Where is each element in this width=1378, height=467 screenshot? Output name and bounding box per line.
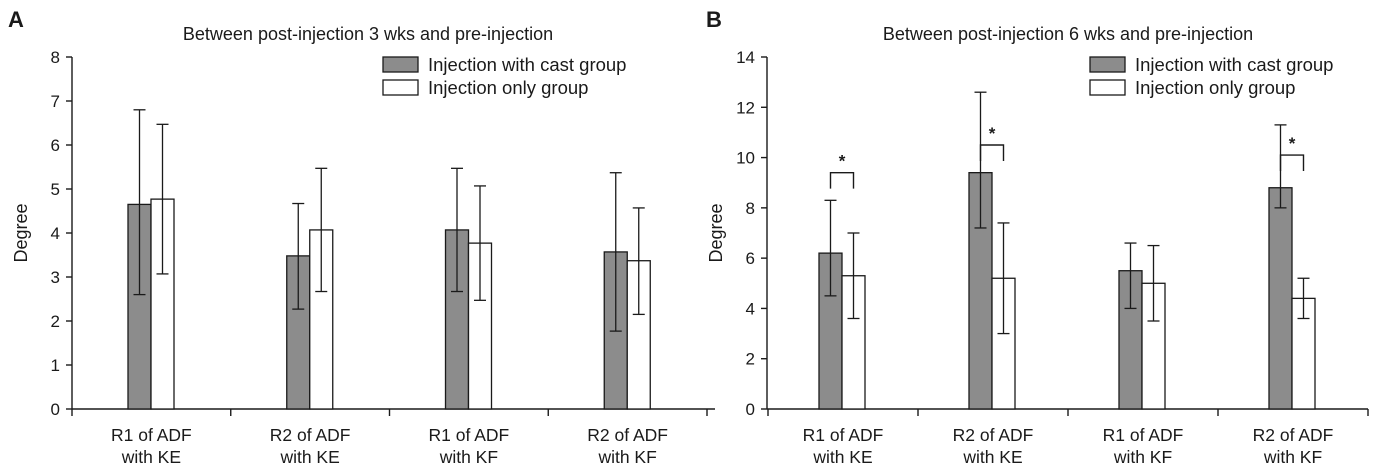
- legend-label: Injection only group: [1135, 77, 1295, 98]
- y-axis-label: Degree: [706, 203, 726, 262]
- legend-swatch-only: [382, 79, 419, 96]
- x-category-label: R2 of ADF with KF: [587, 425, 668, 467]
- significance-marker: *: [1289, 134, 1296, 153]
- y-axis-label: Degree: [11, 203, 31, 262]
- y-tick-label: 3: [51, 268, 60, 287]
- y-tick-label: 10: [736, 149, 755, 168]
- x-category-label: R1 of ADF with KE: [803, 425, 884, 467]
- y-tick-label: 1: [51, 356, 60, 375]
- x-category-label-line: R2 of ADF: [953, 425, 1034, 445]
- x-category-label-line: R2 of ADF: [270, 425, 351, 445]
- y-tick-label: 0: [51, 400, 60, 419]
- x-category-label: R2 of ADF with KF: [1253, 425, 1334, 467]
- x-category-label-line: with KE: [962, 447, 1022, 467]
- x-category-label-line: R1 of ADF: [429, 425, 510, 445]
- panel-letter: B: [706, 7, 722, 32]
- legend-swatch-cast: [382, 56, 419, 73]
- chart-panel-b: B Between post-injection 6 wks and pre-in…: [706, 7, 1369, 467]
- x-category-label: R2 of ADF with KE: [270, 425, 351, 467]
- significance-marker: *: [989, 124, 996, 143]
- x-category-label-line: R2 of ADF: [1253, 425, 1334, 445]
- y-tick-label: 4: [746, 299, 755, 318]
- chart-title: Between post-injection 3 wks and pre-inj…: [183, 24, 553, 44]
- x-category-label: R2 of ADF with KE: [953, 425, 1034, 467]
- x-category-label: R1 of ADF with KE: [111, 425, 192, 467]
- significance-bracket: [1279, 154, 1305, 172]
- x-category-label-line: R1 of ADF: [1103, 425, 1184, 445]
- panel-letter: A: [8, 7, 24, 32]
- y-tick-label: 0: [746, 400, 755, 419]
- y-tick-label: 2: [51, 312, 60, 331]
- y-tick-label: 5: [51, 180, 60, 199]
- legend-label: Injection with cast group: [1135, 54, 1333, 75]
- x-category-label-line: R2 of ADF: [587, 425, 668, 445]
- x-category-label-line: with KE: [279, 447, 339, 467]
- x-category-label-line: R1 of ADF: [803, 425, 884, 445]
- y-tick-label: 8: [51, 48, 60, 67]
- y-tick-label: 14: [736, 48, 755, 67]
- significance-marker: *: [839, 152, 846, 171]
- bar-cast: [1268, 187, 1293, 410]
- x-category-label: R1 of ADF with KF: [429, 425, 510, 467]
- x-category-label-line: with KF: [1263, 447, 1322, 467]
- y-tick-label: 6: [746, 249, 755, 268]
- y-tick-label: 7: [51, 92, 60, 111]
- x-category-label-line: R1 of ADF: [111, 425, 192, 445]
- significance-bracket: [829, 171, 855, 189]
- chart-panel-a: A Between post-injection 3 wks and pre-in…: [8, 7, 715, 467]
- y-tick-label: 6: [51, 136, 60, 155]
- significance-bracket: [979, 144, 1005, 161]
- legend-label: Injection with cast group: [428, 54, 626, 75]
- y-tick-label: 12: [736, 98, 755, 117]
- y-tick-label: 8: [746, 199, 755, 218]
- y-tick-label: 4: [51, 224, 60, 243]
- x-category-label-line: with KE: [121, 447, 181, 467]
- legend-label: Injection only group: [428, 77, 588, 98]
- x-category-label: R1 of ADF with KF: [1103, 425, 1184, 467]
- x-category-label-line: with KF: [439, 447, 498, 467]
- x-category-label-line: with KE: [812, 447, 872, 467]
- x-category-label-line: with KF: [597, 447, 656, 467]
- y-tick-label: 2: [746, 350, 755, 369]
- x-category-label-line: with KF: [1113, 447, 1172, 467]
- legend-swatch-only: [1089, 79, 1126, 96]
- legend-swatch-cast: [1089, 56, 1126, 73]
- chart-title: Between post-injection 6 wks and pre-inj…: [883, 24, 1253, 44]
